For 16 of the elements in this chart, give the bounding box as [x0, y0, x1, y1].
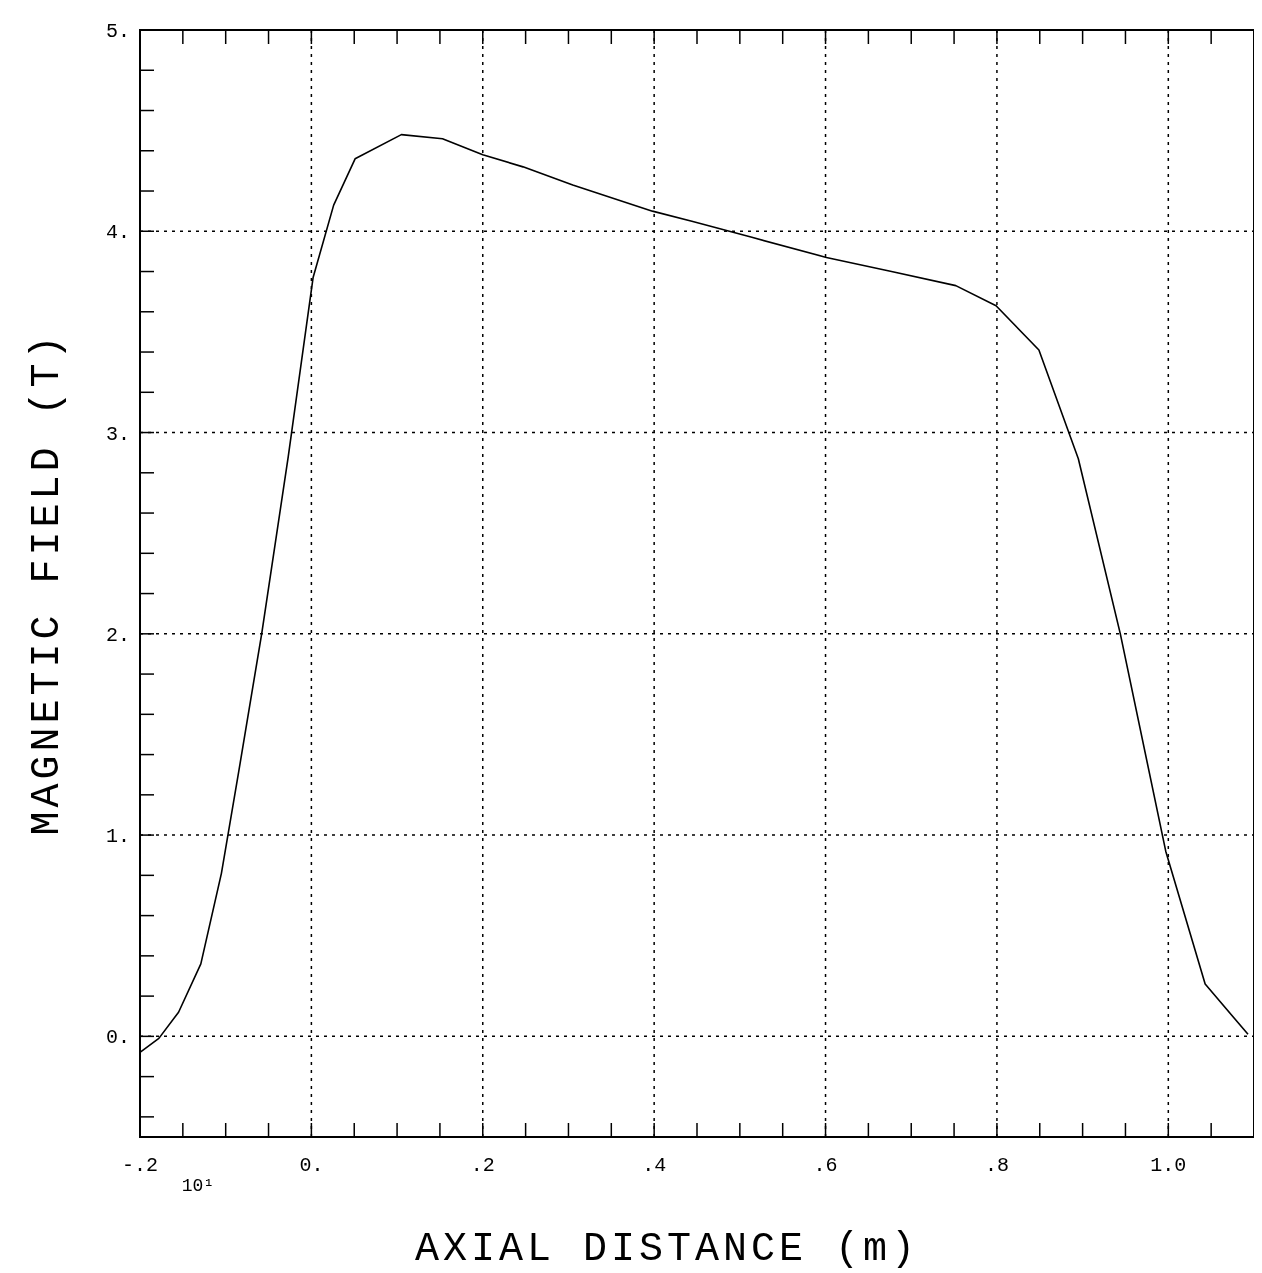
y-tick-label: 4.: [105, 221, 130, 245]
y-tick-label: 3.: [105, 422, 130, 446]
text: 10¹: [181, 1176, 215, 1196]
x-tick-label: 1.0: [1150, 1154, 1187, 1177]
x-axis-title: AXIAL DISTANCE (m): [414, 1227, 920, 1272]
y-axis-title: MAGNETIC FIELD (T): [25, 331, 70, 836]
x-tick-label: .2: [470, 1154, 495, 1177]
x-tick-label: .4: [642, 1154, 667, 1177]
x-tick-label: 0.: [299, 1154, 324, 1177]
y-tick-label: 1.: [105, 825, 130, 849]
x-tick-label: -.2: [121, 1154, 159, 1177]
y-tick-label: 2.: [105, 623, 130, 647]
x-tick-label: .6: [813, 1154, 838, 1177]
y-tick-label: 5.: [105, 20, 130, 43]
y-tick-label: 0.: [105, 1026, 130, 1050]
x-tick-label: .8: [984, 1154, 1009, 1177]
